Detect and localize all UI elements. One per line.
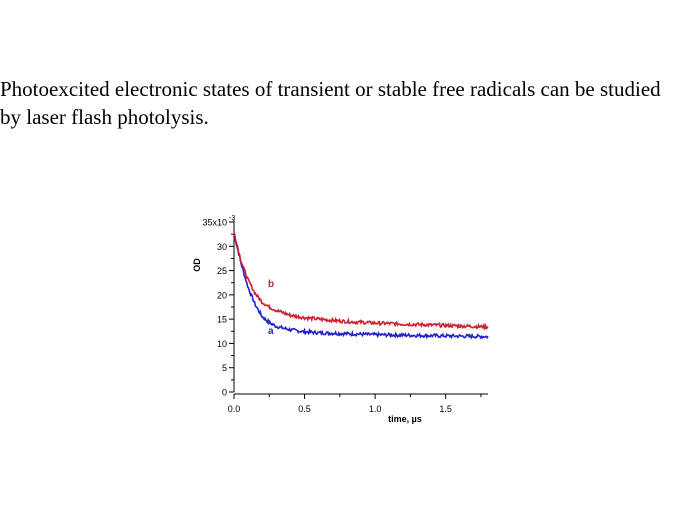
data-point-b	[268, 306, 270, 308]
caption-text: Photoexcited electronic states of transi…	[0, 77, 661, 129]
data-point-a	[459, 335, 461, 337]
series-label-a: a	[268, 326, 274, 337]
data-point-a	[346, 333, 348, 335]
y-tick-label: 35x10	[202, 218, 227, 228]
data-point-b	[289, 314, 291, 316]
y-tick-label: 5	[222, 363, 227, 373]
y-axis-label: OD	[192, 258, 202, 272]
y-tick-label: 30	[217, 242, 227, 252]
data-point-a	[247, 286, 249, 288]
x-tick-label: 0.0	[228, 404, 241, 414]
data-point-a	[374, 334, 376, 336]
data-point-b	[303, 317, 305, 319]
data-point-a	[318, 332, 320, 334]
y-tick-label: 20	[217, 290, 227, 300]
data-point-a	[303, 331, 305, 333]
series-label-b: b	[268, 279, 274, 290]
y-tick-label: 15	[217, 315, 227, 325]
data-point-b	[318, 318, 320, 320]
x-tick-label: 1.0	[369, 404, 382, 414]
data-point-a	[275, 325, 277, 327]
data-point-a	[254, 303, 256, 305]
y-tick-label: 10	[217, 339, 227, 349]
data-point-b	[275, 309, 277, 311]
data-point-b	[254, 292, 256, 294]
series-layer	[233, 231, 489, 340]
series-line-b	[233, 231, 489, 332]
y-tick-label: 0	[222, 388, 227, 398]
axes	[229, 220, 488, 399]
data-point-a	[430, 335, 432, 337]
data-point-b	[402, 323, 404, 325]
data-point-b	[374, 322, 376, 324]
data-point-a	[261, 316, 263, 318]
data-point-a	[487, 335, 489, 337]
x-tick-label: 0.5	[298, 404, 311, 414]
data-point-b	[240, 260, 242, 262]
labels-layer: 0 5 10 15 20 25 30 35x10 -3 0.0 0.5 1.0 1.5 time, µs O…	[192, 215, 452, 424]
data-point-b	[430, 324, 432, 326]
data-point-b	[247, 279, 249, 281]
data-point-b	[346, 320, 348, 322]
y-tick-label: 25	[217, 266, 227, 276]
data-point-a	[289, 329, 291, 331]
data-point-a	[402, 334, 404, 336]
data-point-b	[459, 325, 461, 327]
data-point-b	[233, 231, 235, 233]
x-tick-label: 1.5	[439, 404, 452, 414]
x-axis-label: time, µs	[388, 414, 422, 424]
data-point-a	[268, 321, 270, 323]
data-point-b	[487, 326, 489, 328]
data-point-b	[261, 301, 263, 303]
y-multiplier-exponent: -3	[229, 215, 235, 222]
series-line-a	[233, 233, 489, 340]
